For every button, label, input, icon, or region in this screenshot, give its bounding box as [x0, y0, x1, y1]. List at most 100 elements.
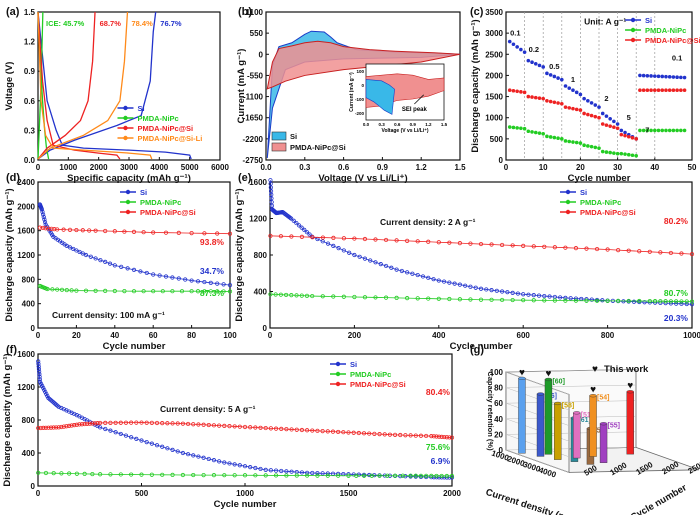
- data-point-PMDA-NiPc: [361, 473, 367, 478]
- legend-entry: PMDA-NiPc: [350, 370, 391, 379]
- data-point-PMDA-NiPc@Si: [346, 430, 351, 435]
- data-point-PMDA-NiPc: [434, 473, 439, 479]
- data-point-PMDA-NiPc@Si: [489, 242, 494, 247]
- y-tick-label-c: 0: [499, 156, 504, 165]
- y-axis-title-e: Discharge capacity (mAh g⁻¹): [234, 188, 245, 321]
- data-point-PMDA-NiPc: [689, 299, 695, 304]
- data-point-PMDA-NiPc@Si: [141, 230, 146, 235]
- data-point-PMDA-NiPc@Si: [98, 420, 103, 426]
- data-point-PMDA-NiPc: [638, 128, 642, 133]
- z-grid: [505, 371, 570, 395]
- x-tick-label-d: 60: [149, 331, 158, 340]
- x-tick-label-c: 20: [576, 163, 585, 172]
- x-tick-label-d: 80: [187, 331, 196, 340]
- data-point-Si: [623, 130, 627, 135]
- x-tick-label-c: 0: [504, 163, 509, 172]
- data-point-PMDA-NiPc: [429, 473, 434, 478]
- data-point-Si: [294, 220, 299, 226]
- data-point-Si: [507, 39, 512, 44]
- data-point-Si: [578, 92, 583, 97]
- data-point-PMDA-NiPc@Si: [341, 236, 347, 241]
- inset-y-tick-label: 0: [361, 83, 364, 88]
- data-point-Si: [42, 219, 48, 225]
- data-point-PMDA-NiPc@Si: [600, 122, 605, 126]
- data-point-PMDA-NiPc: [679, 128, 683, 133]
- data-point-PMDA-NiPc: [215, 289, 220, 294]
- x-tick-label-e: 0: [268, 331, 273, 340]
- data-point-Si: [37, 372, 42, 377]
- data-point-PMDA-NiPc@Si: [478, 241, 484, 247]
- data-point-PMDA-NiPc@Si: [93, 228, 98, 233]
- data-point-PMDA-NiPc@Si: [41, 425, 46, 430]
- data-point-PMDA-NiPc: [83, 288, 89, 293]
- x-tick-label-b: 0.6: [338, 163, 350, 172]
- data-point-PMDA-NiPc@Si: [258, 425, 263, 430]
- data-point-Si: [149, 441, 154, 446]
- data-point-Si: [608, 116, 612, 121]
- data-point-PMDA-NiPc@Si: [415, 239, 420, 244]
- unit-label: Unit: A g⁻¹: [584, 17, 626, 27]
- data-point-PMDA-NiPc: [352, 294, 357, 300]
- data-point-PMDA-NiPc: [447, 296, 452, 302]
- data-point-PMDA-NiPc: [541, 131, 545, 136]
- data-point-PMDA-NiPc@Si: [526, 94, 531, 99]
- y-tick-label-b: 550: [250, 29, 264, 38]
- data-point-PMDA-NiPc@Si: [80, 228, 85, 233]
- data-point-PMDA-NiPc: [593, 145, 598, 150]
- legend-marker: [565, 189, 571, 195]
- legend-marker: [123, 135, 128, 141]
- data-point-PMDA-NiPc: [179, 289, 185, 294]
- data-point-PMDA-NiPc: [548, 135, 553, 139]
- data-point-Si: [373, 260, 378, 265]
- data-point-Si: [649, 74, 653, 78]
- data-point-PMDA-NiPc: [647, 298, 652, 304]
- y-tick-label-c: 3500: [485, 8, 503, 17]
- data-point-PMDA-NiPc: [346, 473, 351, 478]
- panel-d: 0 20 40 60 80 100 0 400 800 1200 1600 2000 2400 Cycle…: [4, 178, 237, 352]
- data-point-PMDA-NiPc@Si: [38, 425, 43, 431]
- data-point-PMDA-NiPc@Si: [139, 420, 144, 425]
- data-point-Si: [163, 274, 169, 279]
- data-point-Si: [545, 71, 549, 76]
- data-point-PMDA-NiPc: [418, 473, 424, 478]
- data-point-PMDA-NiPc@Si: [667, 88, 672, 93]
- data-point-Si: [679, 301, 684, 306]
- data-point-PMDA-NiPc@Si: [232, 424, 237, 429]
- z-grid: [505, 400, 637, 404]
- data-point-PMDA-NiPc@Si: [185, 421, 191, 427]
- data-point-Si: [600, 298, 605, 303]
- data-point-Si: [39, 207, 44, 212]
- y-tick-label-f: 800: [22, 416, 36, 425]
- y-tick-label-e: 400: [254, 288, 268, 297]
- data-point-PMDA-NiPc@Si: [626, 134, 631, 139]
- data-point-PMDA-NiPc: [675, 128, 679, 133]
- y-tick-label-e: 800: [254, 251, 268, 260]
- current-density-label: Current density: 100 mA g⁻¹: [52, 310, 165, 320]
- data-point-PMDA-NiPc@Si: [122, 229, 127, 234]
- data-point-Si: [684, 301, 689, 307]
- data-point-Si: [399, 268, 404, 274]
- legend-marker: [123, 125, 128, 131]
- data-point-PMDA-NiPc: [552, 135, 557, 140]
- x-tick-label-c: 30: [613, 163, 622, 172]
- data-point-Si: [457, 282, 462, 287]
- data-point-Si: [302, 227, 307, 233]
- z-axis-title: Capacity retention (%): [486, 371, 495, 451]
- bar-cap: [589, 394, 597, 398]
- data-point-PMDA-NiPc: [112, 288, 117, 294]
- legend-entry: PMDA-NiPc: [137, 114, 178, 123]
- y-tick-label-a: 1.5: [24, 8, 36, 17]
- data-point-PMDA-NiPc@Si: [586, 112, 590, 117]
- data-point-PMDA-NiPc: [55, 287, 60, 292]
- data-point-Si: [134, 436, 139, 441]
- data-point-Si: [689, 302, 695, 307]
- x-tick-label-a: 0: [36, 163, 41, 172]
- data-point-PMDA-NiPc: [336, 473, 341, 478]
- data-point-Si: [593, 103, 598, 107]
- data-point-PMDA-NiPc@Si: [383, 237, 389, 243]
- heart-icon: ♥: [519, 367, 525, 378]
- data-point-Si: [227, 283, 233, 288]
- data-point-PMDA-NiPc@Si: [263, 425, 268, 431]
- data-point-PMDA-NiPc@Si: [215, 231, 220, 236]
